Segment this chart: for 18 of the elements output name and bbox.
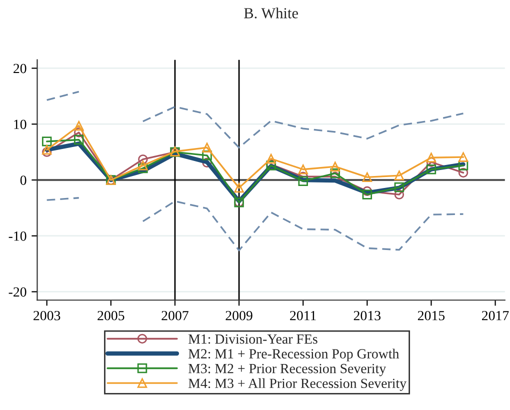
y-tick-label: -10 [8,231,26,241]
legend-label: M4: M3 + All Prior Recession Severity [188,378,406,391]
x-tick-label: 2013 [354,310,381,320]
x-tick-label: 2015 [418,310,445,320]
legend-label: M1: Division-Year FEs [188,334,318,344]
x-tick-label: 2011 [290,310,316,320]
chart-title: B. White [244,8,298,18]
y-tick-label: 20 [14,64,26,74]
legend-label: M3: M2 + Prior Recession Severity [188,364,386,376]
y-tick-label: -20 [8,287,26,297]
x-tick-label: 2005 [98,310,124,320]
legend-label: M2: M1 + Pre-Recession Pop Growth [188,348,400,362]
x-tick-label: 2007 [162,310,188,320]
x-tick-label: 2003 [34,310,60,320]
y-tick-label: 0 [20,176,26,185]
x-tick-label: 2009 [226,310,252,320]
y-tick-label: 10 [14,120,26,130]
x-tick-label: 2017 [482,310,509,320]
